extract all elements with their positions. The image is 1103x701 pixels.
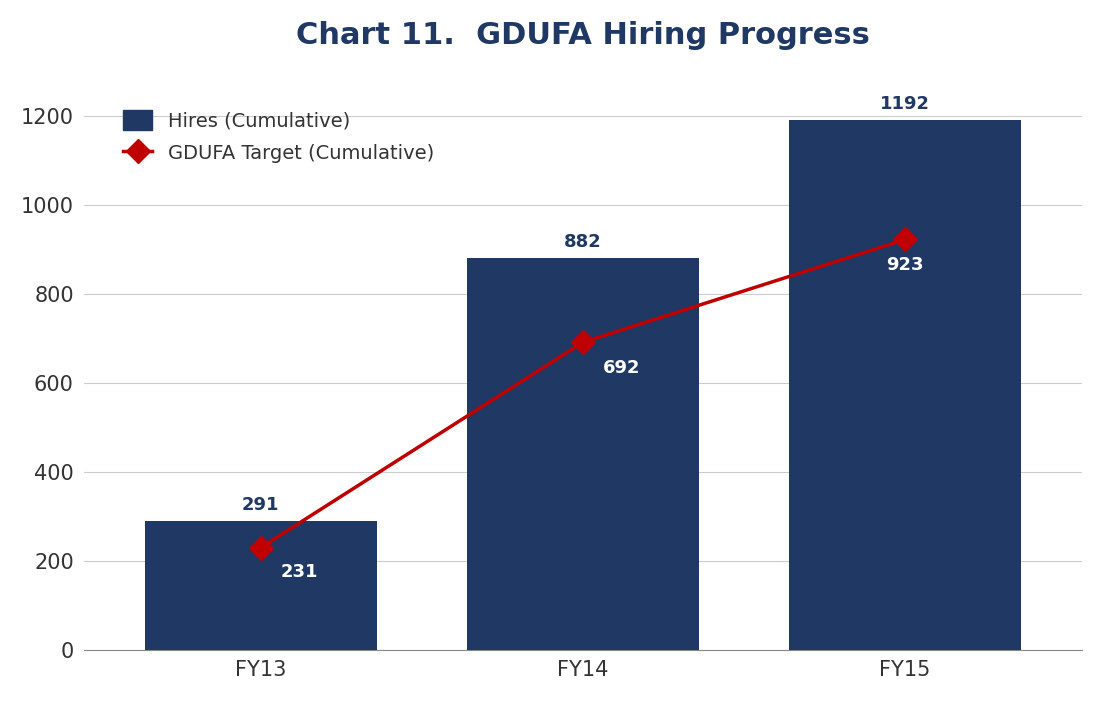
Text: 291: 291 [242,496,279,515]
Bar [467,258,699,651]
Legend: Hires (Cumulative), GDUFA Target (Cumulative): Hires (Cumulative), GDUFA Target (Cumula… [124,110,435,163]
Title: Chart 11.  GDUFA Hiring Progress: Chart 11. GDUFA Hiring Progress [296,21,870,50]
Text: 923: 923 [886,257,923,274]
Bar [789,120,1021,651]
Text: 882: 882 [564,233,602,251]
Text: 692: 692 [602,359,640,377]
Bar [144,521,377,651]
Text: 1192: 1192 [880,95,930,113]
Text: 231: 231 [280,563,318,581]
